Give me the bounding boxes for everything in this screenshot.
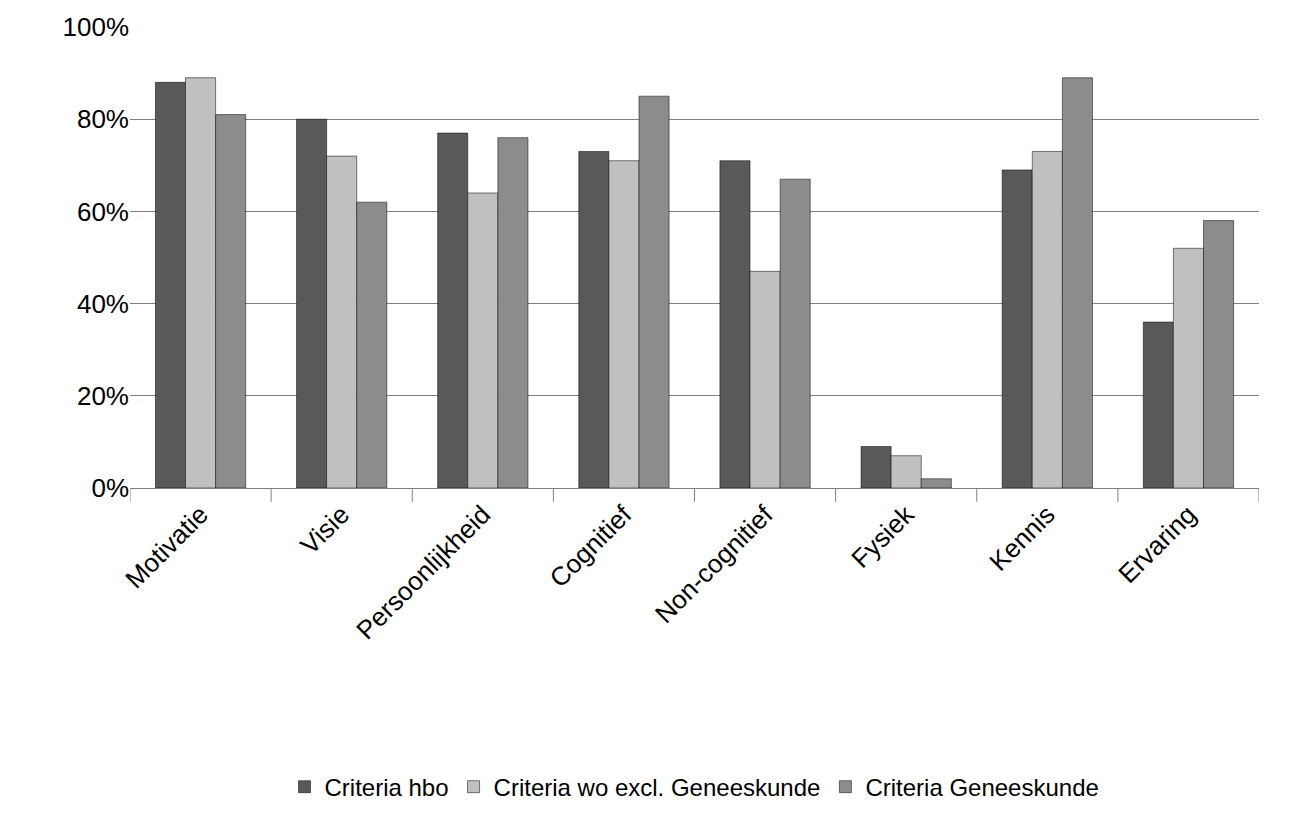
svg-text:Visie: Visie [294,499,355,560]
svg-text:40%: 40% [77,289,129,319]
svg-text:Kennis: Kennis [983,499,1060,576]
svg-text:Cognitief: Cognitief [544,499,638,593]
svg-text:Criteria wo excl. Geneeskunde: Criteria wo excl. Geneeskunde [494,774,821,801]
svg-text:Criteria Geneeskunde: Criteria Geneeskunde [865,774,1098,801]
svg-text:Non-cognitief: Non-cognitief [649,499,779,629]
svg-text:Persoonlijkheid: Persoonlijkheid [350,499,496,645]
svg-text:Motivatie: Motivatie [119,499,214,594]
svg-text:100%: 100% [63,12,130,42]
svg-text:Fysiek: Fysiek [845,499,920,574]
svg-text:Ervaring: Ervaring [1112,499,1202,589]
svg-text:Criteria hbo: Criteria hbo [325,774,449,801]
svg-text:0%: 0% [91,473,129,503]
svg-text:60%: 60% [77,197,129,227]
svg-text:20%: 20% [77,381,129,411]
svg-text:80%: 80% [77,104,129,134]
